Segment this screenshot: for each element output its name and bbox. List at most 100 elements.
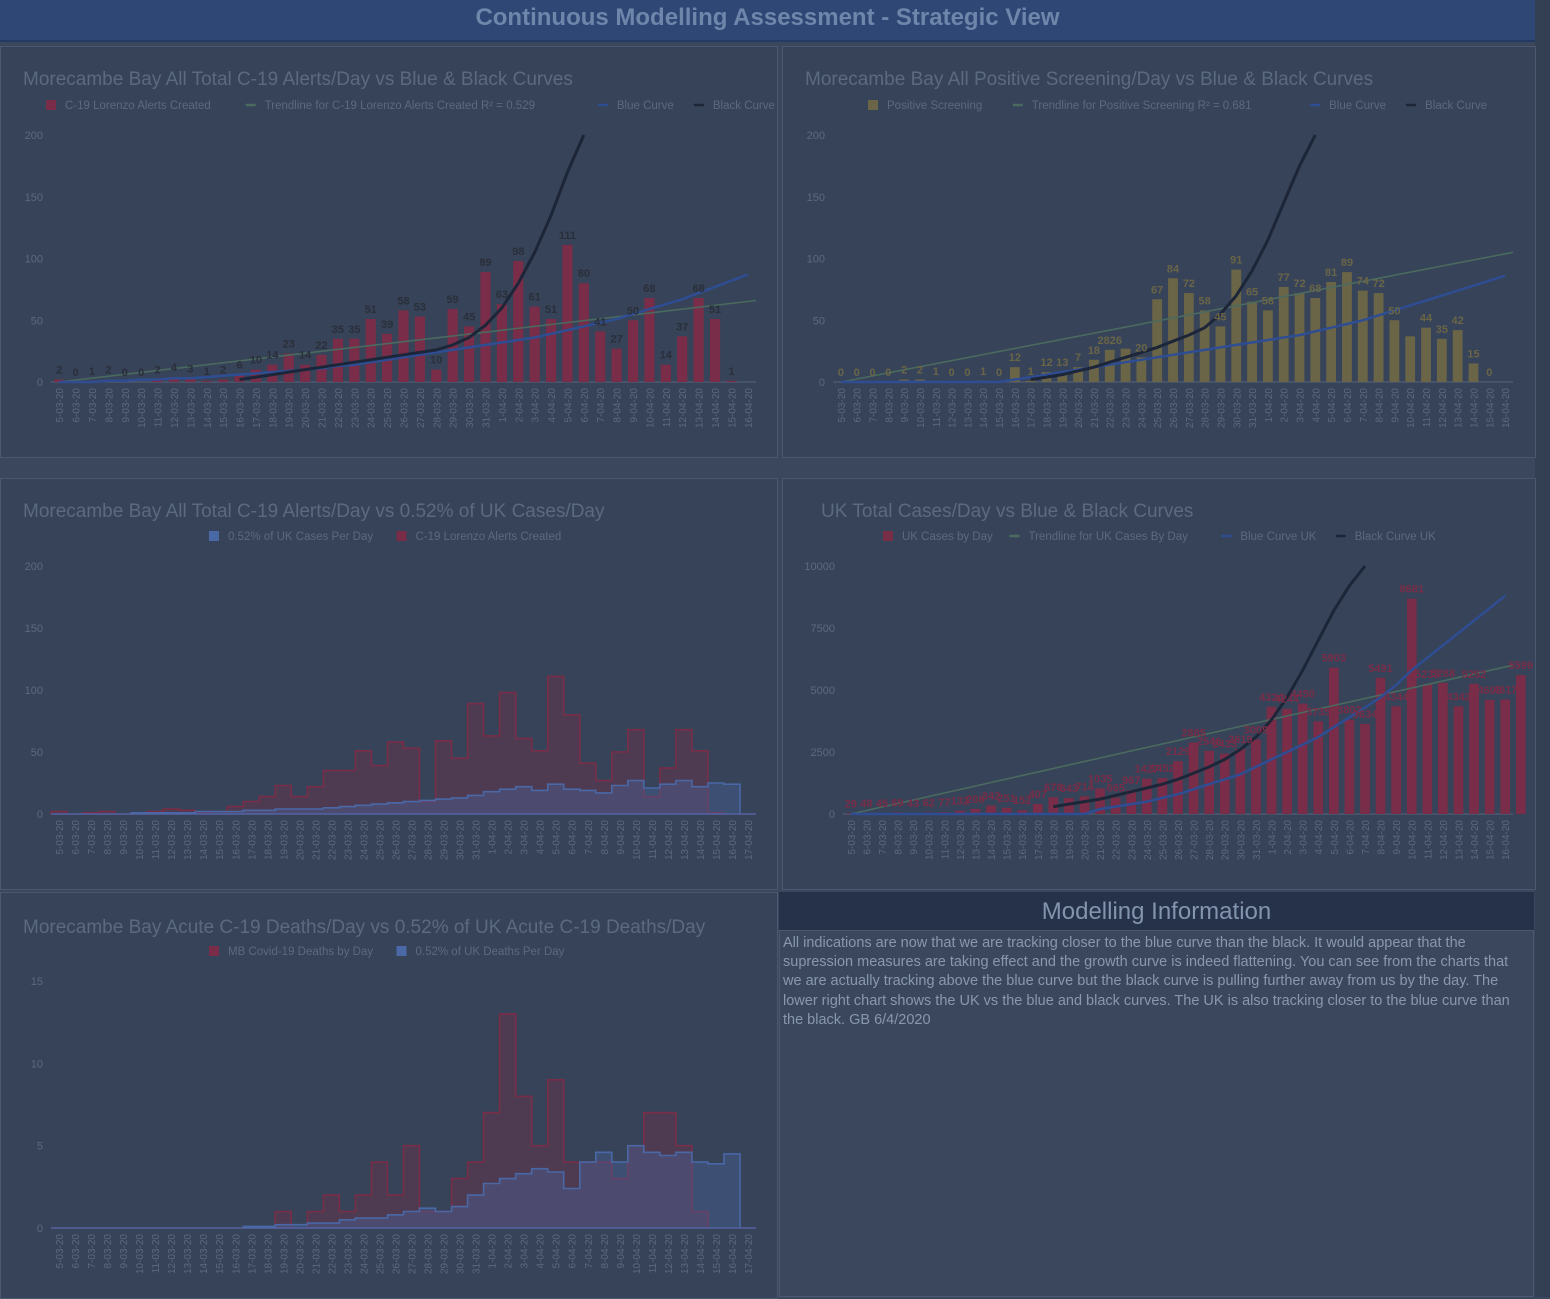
data-label: 20 bbox=[1135, 342, 1147, 354]
x-tick-label: 31-03-20 bbox=[1252, 820, 1263, 860]
x-tick-label: 5-03-20 bbox=[847, 820, 858, 855]
bar bbox=[1406, 598, 1417, 814]
bar bbox=[300, 364, 311, 382]
x-tick-label: 10-04-20 bbox=[1406, 388, 1417, 428]
page-title: Continuous Modelling Assessment - Strate… bbox=[475, 4, 1060, 31]
data-label: 0 bbox=[838, 367, 844, 379]
x-tick-label: 11-03-20 bbox=[151, 820, 162, 860]
x-tick-label: 2-04-20 bbox=[1280, 388, 1291, 423]
data-label: 58 bbox=[1199, 295, 1211, 307]
x-tick-label: 24-03-20 bbox=[1143, 820, 1154, 860]
data-label: 5491 bbox=[1368, 663, 1392, 675]
x-tick-label: 16-04-20 bbox=[744, 388, 755, 428]
y-tick-label: 50 bbox=[31, 315, 43, 327]
x-tick-label: 31-03-20 bbox=[472, 820, 483, 860]
chart-title: Morecambe Bay Acute C-19 Deaths/Day vs 0… bbox=[23, 917, 706, 938]
bar bbox=[1297, 703, 1308, 814]
x-tick-label: 16-04-20 bbox=[1501, 388, 1512, 428]
data-label: 91 bbox=[1230, 255, 1242, 267]
data-label: 3 bbox=[187, 363, 193, 375]
x-tick-label: 11-04-20 bbox=[648, 820, 659, 860]
x-tick-label: 29-03-20 bbox=[440, 820, 451, 860]
x-tick-label: 26-03-20 bbox=[391, 1234, 402, 1274]
x-tick-label: 19-03-20 bbox=[279, 820, 290, 860]
x-tick-label: 6-03-20 bbox=[853, 388, 864, 423]
bar bbox=[1017, 810, 1028, 814]
bar bbox=[1484, 699, 1495, 814]
x-tick-label: 12-03-20 bbox=[948, 388, 959, 428]
x-tick-label: 10-03-20 bbox=[925, 820, 936, 860]
bar bbox=[660, 364, 671, 382]
data-label: 43 bbox=[907, 798, 919, 810]
data-label: 2 bbox=[901, 365, 907, 377]
bar bbox=[185, 378, 196, 382]
header-bar: Continuous Modelling Assessment - Strate… bbox=[0, 0, 1535, 42]
x-tick-label: 21-03-20 bbox=[311, 820, 322, 860]
x-tick-label: 3-04-20 bbox=[520, 820, 531, 855]
x-tick-label: 13-03-20 bbox=[183, 1234, 194, 1274]
y-tick-label: 50 bbox=[813, 315, 825, 327]
data-label: 37 bbox=[676, 321, 688, 333]
data-label: 407 bbox=[1029, 789, 1047, 801]
x-tick-label: 30-03-20 bbox=[1236, 820, 1247, 860]
x-tick-label: 8-04-20 bbox=[600, 820, 611, 855]
data-label: 12 bbox=[1040, 357, 1052, 369]
x-tick-label: 17-03-20 bbox=[1027, 388, 1038, 428]
x-tick-label: 15-04-20 bbox=[1486, 820, 1497, 860]
data-label: 67 bbox=[1151, 284, 1163, 296]
x-tick-label: 16-03-20 bbox=[231, 820, 242, 860]
info-header: Modelling Information bbox=[779, 892, 1534, 930]
x-tick-label: 28-03-20 bbox=[424, 1234, 435, 1274]
x-tick-label: 26-03-20 bbox=[400, 388, 411, 428]
bar bbox=[595, 331, 606, 382]
data-label: 0 bbox=[73, 367, 79, 379]
data-label: 15 bbox=[1467, 348, 1479, 360]
data-label: 7 bbox=[1075, 352, 1081, 364]
chart-title: Morecambe Bay All Positive Screening/Day… bbox=[805, 69, 1373, 90]
y-tick-label: 0 bbox=[829, 809, 835, 821]
x-tick-label: 3-04-20 bbox=[1299, 820, 1310, 855]
data-label: 676 bbox=[1044, 782, 1062, 794]
chart-title: UK Total Cases/Day vs Blue & Black Curve… bbox=[821, 501, 1193, 522]
data-label: 68 bbox=[643, 283, 655, 295]
y-tick-label: 10 bbox=[31, 1058, 43, 1070]
x-tick-label: 15-04-20 bbox=[712, 1234, 723, 1274]
chart-alerts: Morecambe Bay All Total C-19 Alerts/Day … bbox=[23, 69, 775, 428]
x-tick-label: 10-03-20 bbox=[135, 1234, 146, 1274]
bar bbox=[1235, 749, 1246, 814]
chart-title: Morecambe Bay All Total C-19 Alerts/Day … bbox=[23, 501, 605, 522]
data-label: 3009 bbox=[1244, 724, 1268, 736]
bar bbox=[1204, 750, 1214, 814]
vertical-scrollbar[interactable] bbox=[1535, 0, 1550, 1297]
bar bbox=[1262, 310, 1273, 382]
data-label: 14 bbox=[266, 350, 279, 362]
x-tick-label: 12-03-20 bbox=[956, 820, 967, 860]
x-tick-label: 8-03-20 bbox=[884, 388, 895, 423]
x-tick-label: 27-03-20 bbox=[416, 388, 427, 428]
x-tick-label: 29-03-20 bbox=[1216, 388, 1227, 428]
data-label: 0 bbox=[869, 367, 875, 379]
data-label: 62 bbox=[923, 797, 935, 809]
x-tick-label: 30-03-20 bbox=[1232, 388, 1243, 428]
x-tick-label: 12-04-20 bbox=[664, 820, 675, 860]
x-tick-label: 18-03-20 bbox=[263, 820, 274, 860]
x-tick-label: 5-04-20 bbox=[552, 1234, 563, 1269]
bar bbox=[1422, 684, 1433, 814]
data-label: 2546 bbox=[1197, 736, 1221, 748]
x-tick-label: 7-04-20 bbox=[1359, 388, 1370, 423]
data-label: 1 bbox=[204, 366, 210, 378]
x-tick-label: 31-03-20 bbox=[481, 388, 492, 428]
x-tick-label: 19-03-20 bbox=[285, 388, 296, 428]
data-label: 0 bbox=[1486, 367, 1492, 379]
x-tick-label: 23-03-20 bbox=[350, 388, 361, 428]
x-tick-label: 20-03-20 bbox=[295, 820, 306, 860]
bar bbox=[349, 338, 360, 382]
data-label: 0 bbox=[964, 367, 970, 379]
x-tick-label: 10-04-20 bbox=[1408, 820, 1419, 860]
data-label: 4 bbox=[171, 362, 178, 374]
x-tick-label: 13-04-20 bbox=[680, 1234, 691, 1274]
x-tick-label: 10-03-20 bbox=[916, 388, 927, 428]
data-label: 0 bbox=[885, 367, 891, 379]
chart-alerts-vs-uk: Morecambe Bay All Total C-19 Alerts/Day … bbox=[23, 501, 756, 860]
bar bbox=[1251, 739, 1261, 814]
